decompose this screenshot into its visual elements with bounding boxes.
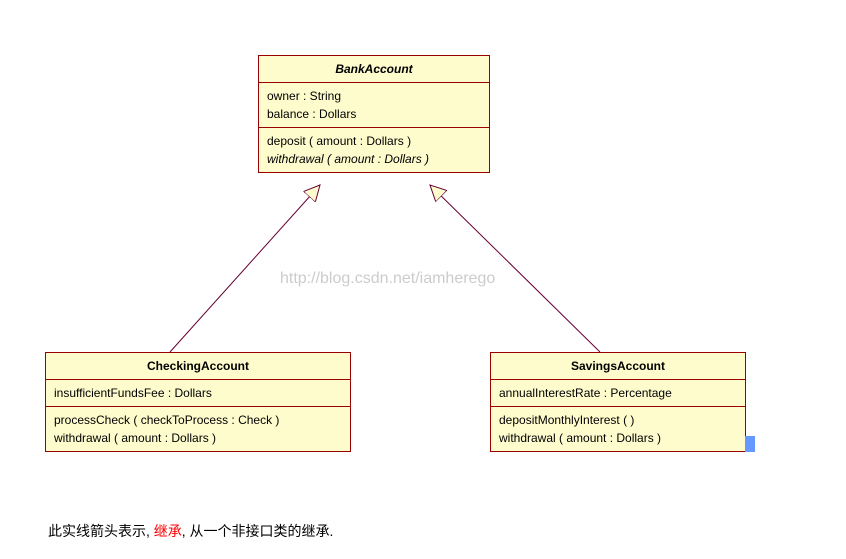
op: withdrawal ( amount : Dollars ) (54, 429, 342, 447)
op: withdrawal ( amount : Dollars ) (267, 150, 481, 168)
operations: deposit ( amount : Dollars ) withdrawal … (259, 128, 489, 172)
attributes: annualInterestRate : Percentage (491, 380, 745, 407)
attr: annualInterestRate : Percentage (499, 384, 737, 402)
class-name: CheckingAccount (46, 353, 350, 380)
class-name: SavingsAccount (491, 353, 745, 380)
attr: balance : Dollars (267, 105, 481, 123)
attr: insufficientFundsFee : Dollars (54, 384, 342, 402)
op: withdrawal ( amount : Dollars ) (499, 429, 737, 447)
attributes: insufficientFundsFee : Dollars (46, 380, 350, 407)
attr: owner : String (267, 87, 481, 105)
caption-red: 继承 (154, 523, 182, 539)
watermark-text: http://blog.csdn.net/iamherego (280, 270, 495, 288)
op: deposit ( amount : Dollars ) (267, 132, 481, 150)
caption: 此实线箭头表示, 继承, 从一个非接口类的继承. (48, 521, 333, 541)
cursor-mark (745, 436, 755, 452)
op: processCheck ( checkToProcess : Check ) (54, 411, 342, 429)
caption-post: , 从一个非接口类的继承. (182, 523, 334, 539)
caption-pre: 此实线箭头表示, (48, 523, 154, 539)
class-savingsaccount: SavingsAccount annualInterestRate : Perc… (490, 352, 746, 452)
operations: depositMonthlyInterest ( ) withdrawal ( … (491, 407, 745, 451)
class-bankaccount: BankAccount owner : String balance : Dol… (258, 55, 490, 173)
class-name: BankAccount (259, 56, 489, 83)
op: depositMonthlyInterest ( ) (499, 411, 737, 429)
attributes: owner : String balance : Dollars (259, 83, 489, 128)
class-checkingaccount: CheckingAccount insufficientFundsFee : D… (45, 352, 351, 452)
operations: processCheck ( checkToProcess : Check ) … (46, 407, 350, 451)
